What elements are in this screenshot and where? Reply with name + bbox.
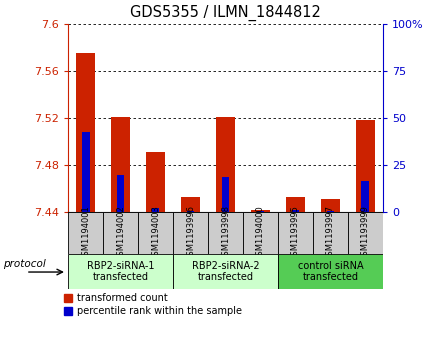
Text: RBP2-siRNA-1
transfected: RBP2-siRNA-1 transfected: [87, 261, 154, 282]
Bar: [313, 212, 348, 254]
Text: GSM1194001: GSM1194001: [81, 205, 90, 261]
Text: protocol: protocol: [4, 259, 46, 269]
Text: GSM1193997: GSM1193997: [326, 205, 335, 261]
Bar: [348, 212, 383, 254]
Legend: transformed count, percentile rank within the sample: transformed count, percentile rank withi…: [64, 293, 242, 317]
Bar: [362, 180, 369, 212]
Bar: [216, 117, 235, 212]
Text: control siRNA
transfected: control siRNA transfected: [297, 261, 363, 282]
Bar: [222, 177, 229, 212]
Text: GSM1193998: GSM1193998: [221, 205, 230, 261]
Bar: [278, 212, 313, 254]
Bar: [152, 208, 159, 212]
Bar: [146, 152, 165, 212]
Title: GDS5355 / ILMN_1844812: GDS5355 / ILMN_1844812: [130, 5, 321, 21]
Bar: [138, 212, 173, 254]
Text: GSM1193996: GSM1193996: [186, 205, 195, 261]
Text: RBP2-siRNA-2
transfected: RBP2-siRNA-2 transfected: [192, 261, 259, 282]
Bar: [76, 53, 95, 212]
Text: GSM1193995: GSM1193995: [291, 205, 300, 261]
Bar: [103, 212, 138, 254]
Text: GSM1194000: GSM1194000: [256, 205, 265, 261]
Text: GSM1194003: GSM1194003: [151, 205, 160, 261]
Bar: [68, 212, 103, 254]
Bar: [173, 212, 208, 254]
Bar: [286, 197, 305, 212]
Bar: [208, 212, 243, 254]
Bar: [111, 117, 130, 212]
Bar: [356, 120, 375, 212]
Bar: [82, 132, 89, 212]
Bar: [68, 254, 173, 289]
Text: GSM1194002: GSM1194002: [116, 205, 125, 261]
Bar: [117, 175, 125, 212]
Bar: [292, 210, 299, 212]
Bar: [257, 211, 264, 212]
Bar: [278, 254, 383, 289]
Bar: [321, 199, 340, 212]
Text: GSM1193999: GSM1193999: [361, 205, 370, 261]
Bar: [187, 211, 194, 212]
Bar: [326, 211, 334, 212]
Bar: [243, 212, 278, 254]
Bar: [173, 254, 278, 289]
Bar: [251, 210, 270, 212]
Bar: [181, 197, 200, 212]
